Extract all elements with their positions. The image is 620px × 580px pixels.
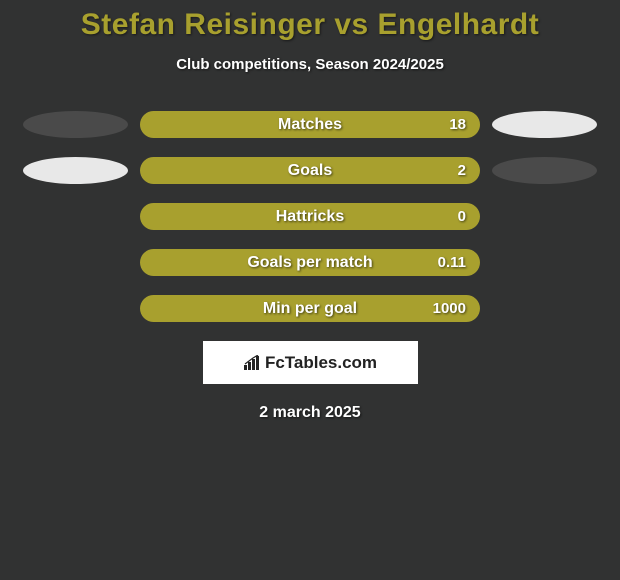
stat-row: Goals per match 0.11 — [0, 249, 620, 276]
player-ellipse-right — [492, 157, 597, 184]
player-ellipse-left — [23, 157, 128, 184]
stat-row: Hattricks 0 — [0, 203, 620, 230]
stat-row: Matches 18 — [0, 111, 620, 138]
stat-value: 0.11 — [438, 254, 466, 271]
player-ellipse-left — [23, 111, 128, 138]
page-subtitle: Club competitions, Season 2024/2025 — [0, 56, 620, 73]
stat-value: 2 — [458, 162, 466, 179]
stat-label: Matches — [278, 116, 342, 134]
main-container: Stefan Reisinger vs Engelhardt Club comp… — [0, 0, 620, 422]
logo-text: FcTables.com — [243, 353, 377, 373]
stat-bar: Hattricks 0 — [140, 203, 480, 230]
logo-label: FcTables.com — [265, 353, 377, 373]
stat-row: Min per goal 1000 — [0, 295, 620, 322]
date-label: 2 march 2025 — [0, 404, 620, 422]
player-ellipse-right — [492, 111, 597, 138]
page-title: Stefan Reisinger vs Engelhardt — [0, 8, 620, 42]
logo-box: FcTables.com — [203, 341, 418, 384]
stat-bar: Goals per match 0.11 — [140, 249, 480, 276]
stat-label: Goals per match — [247, 254, 372, 272]
stats-area: Matches 18 Goals 2 Hattricks 0 Goals per match… — [0, 111, 620, 322]
stat-value: 1000 — [433, 300, 466, 317]
stat-value: 18 — [449, 116, 466, 133]
stat-bar: Matches 18 — [140, 111, 480, 138]
chart-icon — [243, 355, 261, 371]
stat-row: Goals 2 — [0, 157, 620, 184]
stat-label: Goals — [288, 162, 332, 180]
stat-value: 0 — [458, 208, 466, 225]
stat-label: Min per goal — [263, 300, 357, 318]
stat-bar: Min per goal 1000 — [140, 295, 480, 322]
stat-label: Hattricks — [276, 208, 344, 226]
stat-bar: Goals 2 — [140, 157, 480, 184]
